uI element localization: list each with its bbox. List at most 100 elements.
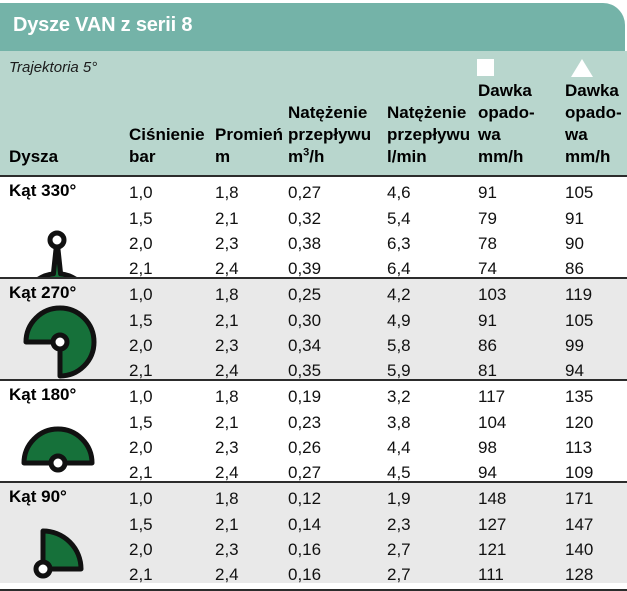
cell-pressure: 1,0 xyxy=(129,489,153,508)
page-title: Dysze VAN z serii 8 xyxy=(13,14,193,36)
cell-pressure: 1,5 xyxy=(129,515,153,534)
cell-radius: 2,3 xyxy=(215,234,239,253)
table-row: 1,5 2,1 0,14 2,3 127 147 xyxy=(0,515,627,540)
cell-precip-sq: 117 xyxy=(478,387,506,406)
table-row: 2,0 2,3 0,38 6,3 78 90 xyxy=(0,234,627,259)
cell-precip-tr: 128 xyxy=(565,565,594,584)
column-header-pressure: Ciśnienie xyxy=(129,125,205,144)
cell-radius: 1,8 xyxy=(215,489,239,508)
column-header-precip-sq-l2: opado- xyxy=(478,103,535,122)
table-row: 1,0 1,8 0,25 4,2 103 119 xyxy=(0,285,627,310)
cell-precip-tr: 91 xyxy=(565,209,584,228)
cell-radius: 2,4 xyxy=(215,361,239,380)
cell-flow-m3h: 0,12 xyxy=(288,489,322,508)
cell-precip-sq: 91 xyxy=(478,311,497,330)
cell-flow-m3h: 0,25 xyxy=(288,285,322,304)
cell-precip-sq: 81 xyxy=(478,361,497,380)
arc-90-icon xyxy=(10,509,106,583)
cell-precip-sq: 79 xyxy=(478,209,497,228)
cell-precip-sq: 103 xyxy=(478,285,507,304)
cell-flow-lmin: 5,4 xyxy=(387,209,411,228)
cell-precip-sq: 98 xyxy=(478,438,497,457)
column-header-precip-sq-l3: wa xyxy=(478,125,501,144)
cell-flow-lmin: 2,7 xyxy=(387,565,411,584)
table-row: 2,0 2,3 0,16 2,7 121 140 xyxy=(0,540,627,565)
column-header-nozzle: Dysza xyxy=(9,147,59,166)
cell-flow-lmin: 6,4 xyxy=(387,259,411,278)
cell-flow-m3h: 0,19 xyxy=(288,387,322,406)
cell-precip-sq: 86 xyxy=(478,336,497,355)
cell-pressure: 2,0 xyxy=(129,540,153,559)
cell-flow-m3h: 0,30 xyxy=(288,311,322,330)
cell-precip-sq: 127 xyxy=(478,515,507,534)
square-icon xyxy=(477,59,494,76)
arc-180-icon xyxy=(10,407,106,481)
cell-precip-tr: 135 xyxy=(565,387,594,406)
nozzle-group-label: Kąt 270° xyxy=(9,283,77,302)
cell-radius: 2,4 xyxy=(215,565,239,584)
column-header-flow-m3h-l2: przepływu xyxy=(288,125,372,144)
cell-flow-lmin: 2,7 xyxy=(387,540,411,559)
cell-flow-m3h: 0,32 xyxy=(288,209,322,228)
cell-pressure: 1,0 xyxy=(129,285,153,304)
column-header-flow-lmin-l2: przepływu xyxy=(387,125,471,144)
cell-radius: 2,3 xyxy=(215,540,239,559)
cell-flow-m3h: 0,14 xyxy=(288,515,322,534)
cell-flow-m3h: 0,34 xyxy=(288,336,322,355)
cell-pressure: 1,5 xyxy=(129,209,153,228)
column-header-radius-unit: m xyxy=(215,147,231,166)
cell-pressure: 2,0 xyxy=(129,438,153,457)
cell-flow-m3h: 0,23 xyxy=(288,413,322,432)
cell-flow-m3h: 0,27 xyxy=(288,183,322,202)
cell-flow-lmin: 4,6 xyxy=(387,183,411,202)
cell-precip-tr: 105 xyxy=(565,183,594,202)
cell-flow-lmin: 4,4 xyxy=(387,438,411,457)
table-header-band: Trajektoria 5° Dysza Ciśnienie bar Promi… xyxy=(0,51,627,175)
table-row: 2,1 2,4 0,35 5,9 81 94 xyxy=(0,361,627,386)
cell-flow-lmin: 4,5 xyxy=(387,463,411,482)
cell-radius: 2,4 xyxy=(215,259,239,278)
cell-precip-sq: 104 xyxy=(478,413,507,432)
cell-flow-lmin: 6,3 xyxy=(387,234,411,253)
nozzle-group-label: Kąt 330° xyxy=(9,181,77,200)
column-header-pressure-unit: bar xyxy=(129,147,156,166)
cell-precip-tr: 94 xyxy=(565,361,584,380)
table-row: 1,5 2,1 0,32 5,4 79 91 xyxy=(0,209,627,234)
cell-precip-tr: 113 xyxy=(565,438,593,457)
cell-flow-lmin: 4,2 xyxy=(387,285,411,304)
column-header-flow-lmin-l1: Natężenie xyxy=(387,103,467,122)
cell-pressure: 2,1 xyxy=(129,259,153,278)
cell-flow-lmin: 3,2 xyxy=(387,387,411,406)
column-header-precip-tr-l2: opado- xyxy=(565,103,622,122)
cell-flow-lmin: 4,9 xyxy=(387,311,411,330)
cell-radius: 2,1 xyxy=(215,413,239,432)
column-header-flow-lmin-unit: l/min xyxy=(387,147,427,166)
trajectory-label: Trajektoria 5° xyxy=(9,59,98,76)
cell-precip-tr: 171 xyxy=(565,489,594,508)
cell-precip-tr: 105 xyxy=(565,311,594,330)
cell-radius: 1,8 xyxy=(215,285,239,304)
table-bottom-rule xyxy=(0,589,627,591)
cell-precip-sq: 74 xyxy=(478,259,497,278)
cell-flow-lmin: 3,8 xyxy=(387,413,411,432)
cell-radius: 2,3 xyxy=(215,438,239,457)
column-header-precip-sq-l1: Dawka xyxy=(478,81,532,100)
table-row: 1,5 2,1 0,30 4,9 91 105 xyxy=(0,311,627,336)
table-row: 2,1 2,4 0,39 6,4 74 86 xyxy=(0,259,627,284)
nozzle-group-label: Kąt 180° xyxy=(9,385,77,404)
cell-flow-m3h: 0,27 xyxy=(288,463,322,482)
cell-flow-m3h: 0,39 xyxy=(288,259,322,278)
cell-pressure: 1,5 xyxy=(129,311,153,330)
cell-precip-sq: 91 xyxy=(478,183,497,202)
cell-pressure: 2,0 xyxy=(129,234,153,253)
arc-270-icon xyxy=(10,305,106,379)
table-row: 2,1 2,4 0,27 4,5 94 109 xyxy=(0,463,627,488)
cell-flow-lmin: 1,9 xyxy=(387,489,411,508)
cell-flow-lmin: 2,3 xyxy=(387,515,411,534)
cell-flow-m3h: 0,38 xyxy=(288,234,322,253)
nozzle-group: Kąt 330° 1,0 1,8 0,27 4,6 91 105 1,5 2,1 0,32 5,4… xyxy=(0,175,627,278)
cell-flow-m3h: 0,16 xyxy=(288,540,322,559)
nozzle-group: Kąt 90° 1,0 1,8 0,12 1,9 148 171 1,5 2,1 0,14 2,3… xyxy=(0,481,627,584)
table-row: 2,0 2,3 0,34 5,8 86 99 xyxy=(0,336,627,361)
cell-pressure: 2,1 xyxy=(129,463,153,482)
